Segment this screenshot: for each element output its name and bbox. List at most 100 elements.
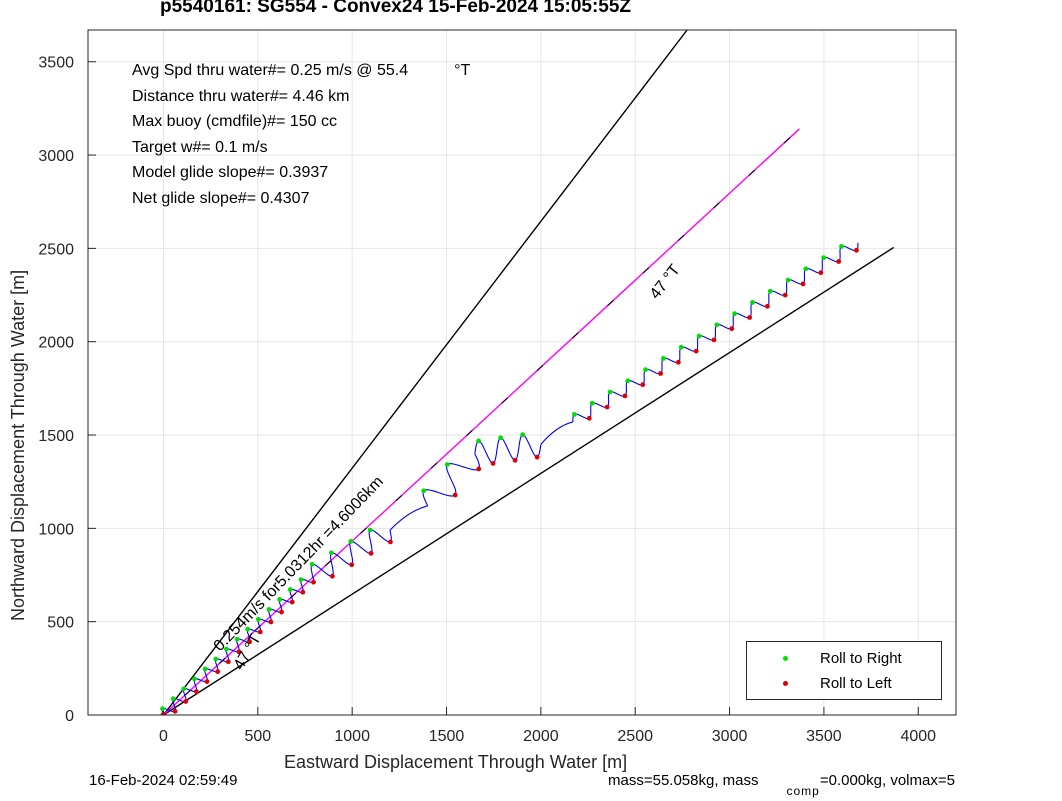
roll-right-marker (607, 389, 613, 395)
roll-left-marker (452, 492, 458, 498)
roll-left-marker (476, 466, 482, 472)
info-avg-speed: Avg Spd thru water#= 0.25 m/s @ 55.4 °T (132, 62, 471, 79)
roll-left-marker (368, 550, 374, 556)
roll-right-marker (348, 539, 354, 544)
heading-unit: °T (454, 62, 471, 79)
roll-right-marker (520, 432, 526, 438)
roll-right-marker (643, 367, 648, 373)
x-tick-label: 3000 (712, 728, 748, 745)
y-tick-label: 500 (47, 615, 74, 632)
roll-left-marker (183, 699, 189, 704)
roll-left-marker (747, 315, 753, 320)
y-axis-ticks: 0 500 1000 1500 2000 2500 3000 3500 (38, 55, 96, 725)
roll-right-marker (367, 527, 373, 533)
y-tick-label: 1500 (38, 428, 74, 445)
roll-right-marker (498, 435, 504, 441)
roll-left-marker (658, 371, 663, 376)
roll-right-marker (181, 686, 187, 692)
info-max-buoy: Max buoy (cmdfile)#= 150 cc (132, 113, 337, 131)
legend-entry-roll-left: Roll to Left (747, 673, 892, 693)
roll-left-marker (818, 270, 824, 276)
roll-left-marker (765, 303, 770, 309)
roll-right-marker (785, 277, 791, 283)
roll-right-marker (421, 488, 427, 494)
roll-left-marker (329, 573, 335, 579)
y-tick-label: 0 (65, 708, 74, 725)
track-leg-2 (422, 453, 480, 507)
plot-frame (87, 29, 957, 716)
roll-left-marker (800, 281, 806, 287)
roll-right-marker (625, 378, 631, 384)
roll-left-marker (711, 337, 717, 343)
x-tick-label: 0 (159, 728, 168, 745)
legend-label-roll-right: Roll to Right (820, 649, 902, 667)
legend: Roll to Right Roll to Left (746, 641, 942, 700)
track-leg-3 (474, 434, 542, 465)
roll-left-marker (640, 382, 646, 388)
ref-line-bound-lower (163, 246, 895, 715)
legend-swatch-roll-left (783, 680, 788, 686)
roll-right-marker (714, 322, 720, 328)
info-target-w: Target w#= 0.1 m/s (132, 138, 268, 156)
roll-left-marker (268, 619, 274, 625)
info-distance: Distance thru water#= 4.46 km (132, 87, 350, 105)
roll-left-marker (204, 679, 210, 684)
track-start-marker (160, 712, 167, 715)
roll-right-marker (160, 706, 165, 712)
roll-left-marker (311, 579, 316, 585)
roll-right-marker (298, 577, 304, 582)
info-net-glide-slope: Net glide slope#= 0.4307 (132, 189, 310, 207)
roll-left-marker (215, 669, 221, 675)
x-axis-ticks: 0 500 1000 1500 2000 2500 3000 3500 4000 (159, 707, 936, 745)
roll-left-marker (622, 393, 628, 399)
roll-right-marker (696, 333, 702, 339)
roll-right-marker (803, 266, 809, 272)
roll-right-marker (589, 400, 595, 406)
roll-right-marker (821, 255, 827, 261)
footer-mass-subscript: comp (786, 784, 820, 798)
plot-area (88, 30, 956, 715)
roll-right-marker (170, 696, 176, 702)
roll-right-marker (234, 636, 240, 642)
roll-right-marker (476, 438, 481, 444)
roll-right-marker (732, 311, 738, 317)
roll-left-marker (586, 415, 592, 421)
roll-right-marker (571, 412, 577, 417)
ref-line-average-heading (163, 128, 800, 715)
y-tick-label: 3500 (38, 55, 74, 72)
legend-entry-roll-right: Roll to Right (747, 648, 902, 668)
roll-right-marker (213, 656, 219, 662)
x-tick-label: 1000 (334, 728, 370, 745)
roll-left-marker (854, 247, 859, 253)
y-tick-label: 3000 (38, 148, 74, 165)
roll-right-marker (192, 676, 197, 682)
legend-swatch-roll-right (783, 655, 788, 661)
roll-left-marker (693, 348, 699, 354)
x-tick-label: 2500 (617, 728, 653, 745)
roll-left-marker (172, 708, 178, 714)
roll-left-marker (490, 460, 496, 466)
roll-left-marker (836, 259, 842, 264)
track-connector (389, 505, 428, 531)
roll-left-marker (236, 649, 242, 655)
roll-left-marker (675, 359, 681, 365)
info-model-glide-slope: Model glide slope#= 0.3937 (132, 164, 329, 182)
footer-mass: mass=55.058kg, masscomp=0.000kg, volmax=… (608, 772, 955, 798)
info-text-block: Avg Spd thru water#= 0.25 m/s @ 55.4 °T D… (132, 58, 470, 212)
reference-lines (162, 30, 895, 715)
roll-right-marker (661, 356, 666, 361)
roll-left-marker (193, 689, 199, 694)
roll-left-marker (782, 292, 788, 298)
roll-markers (160, 244, 859, 715)
roll-right-marker (839, 244, 844, 249)
x-axis-label: Eastward Displacement Through Water [m] (284, 752, 628, 772)
legend-label-roll-left: Roll to Left (820, 674, 892, 692)
footer-date: 16-Feb-2024 02:59:49 (89, 772, 238, 789)
chart-title: p5540161: SG554 - Convex24 15-Feb-2024 1… (160, 0, 632, 17)
roll-right-marker (266, 606, 272, 612)
roll-right-marker (678, 344, 684, 350)
track-connector (540, 421, 574, 445)
x-tick-label: 3500 (806, 728, 842, 745)
x-tick-label: 1500 (429, 728, 465, 745)
